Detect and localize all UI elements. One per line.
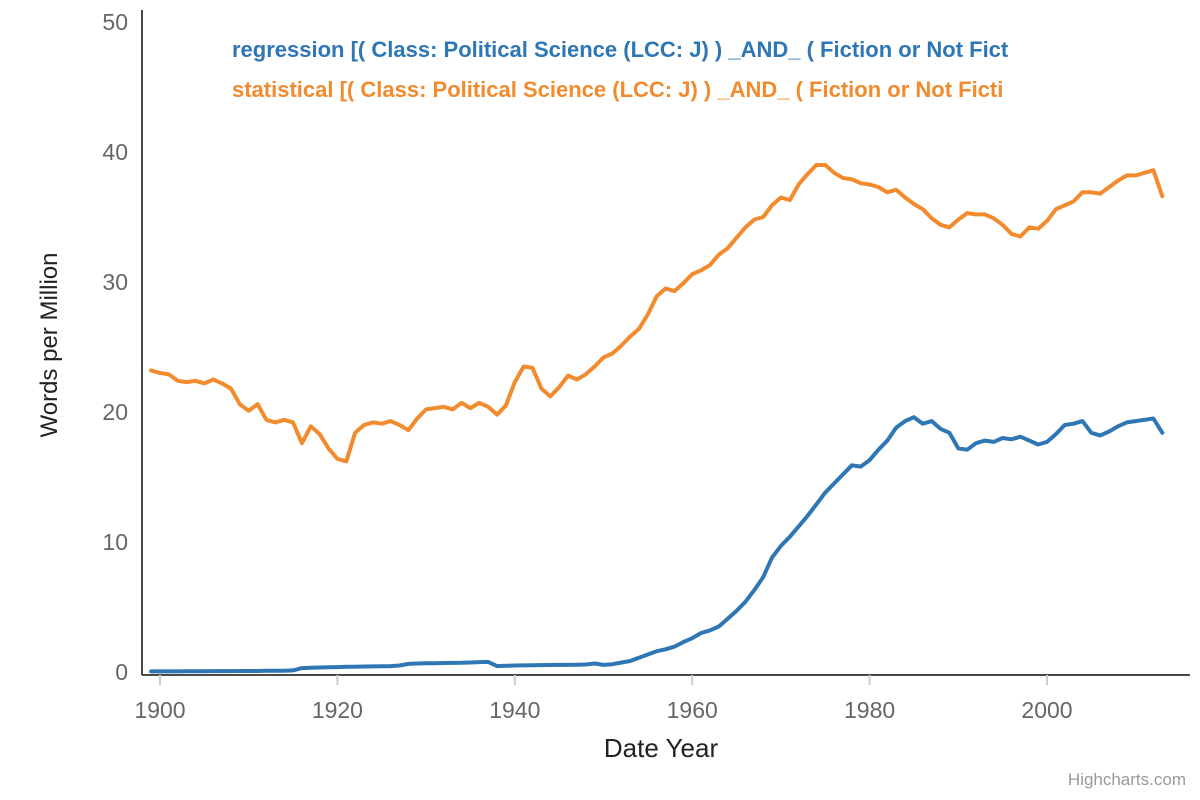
x-tick-label-1940: 1940	[489, 697, 540, 723]
x-tick-label-1960: 1960	[667, 697, 718, 723]
y-tick-label-20: 20	[102, 399, 128, 425]
y-tick-label-40: 40	[102, 139, 128, 165]
legend: regression [( Class: Political Science (…	[232, 30, 1200, 110]
legend-item-statistical[interactable]: statistical [( Class: Political Science …	[232, 77, 1004, 102]
series-line-statistical[interactable]	[149, 163, 1165, 464]
series-line-regression[interactable]	[149, 415, 1165, 674]
legend-item-regression[interactable]: regression [( Class: Political Science (…	[232, 37, 1009, 62]
x-tick-label-2000: 2000	[1021, 697, 1072, 723]
x-tick-label-1920: 1920	[312, 697, 363, 723]
highcharts-credits-link[interactable]: Highcharts.com	[1067, 770, 1186, 789]
y-tick-label-50: 50	[102, 9, 128, 35]
x-axis-title: Date Year	[604, 733, 719, 763]
series-group	[149, 163, 1165, 674]
x-axis-ticks	[159, 675, 1048, 685]
y-axis-labels: 0 10 20 30 40 50	[102, 9, 128, 685]
y-tick-label-30: 30	[102, 269, 128, 295]
y-tick-label-0: 0	[115, 659, 128, 685]
x-tick-label-1980: 1980	[844, 697, 895, 723]
x-axis-labels: 1900 1920 1940 1960 1980 2000	[134, 697, 1072, 723]
y-axis-title: Words per Million	[36, 253, 63, 438]
y-tick-label-10: 10	[102, 529, 128, 555]
x-tick-label-1900: 1900	[134, 697, 185, 723]
